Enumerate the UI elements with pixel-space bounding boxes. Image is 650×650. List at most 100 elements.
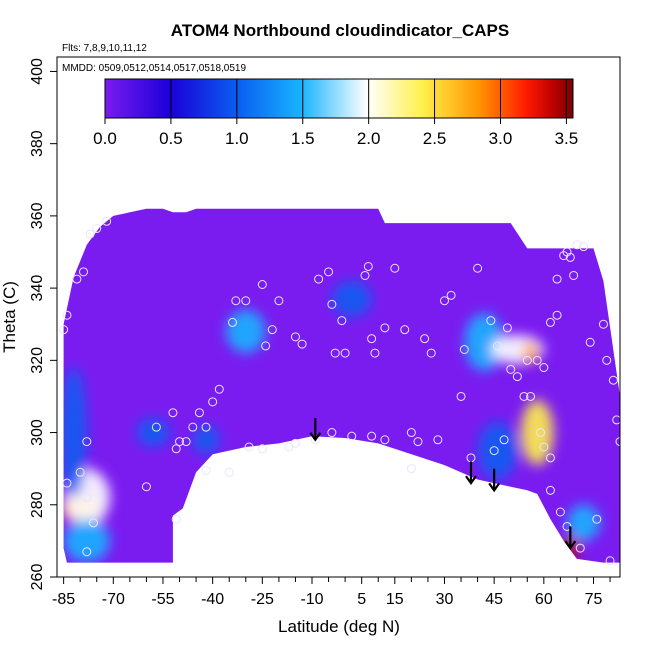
x-tick-label: -25 (251, 591, 274, 608)
obs-point (615, 437, 620, 447)
flight-marker-arrow (488, 468, 501, 493)
cloud-region (136, 418, 170, 447)
x-tick-label: -10 (300, 591, 323, 608)
dates-subtitle: MMDD: 0509,0512,0514,0517,0518,0519 (62, 63, 246, 74)
obs-point (486, 316, 496, 326)
x-tick-label: 45 (485, 591, 503, 608)
obs-point (171, 444, 181, 454)
obs-point (545, 453, 555, 463)
obs-point (585, 337, 595, 347)
obs-point (473, 263, 483, 273)
obs-point (598, 319, 608, 329)
obs-point (208, 397, 218, 407)
obs-point (231, 296, 241, 306)
obs-point (370, 348, 380, 358)
obs-point (555, 507, 565, 517)
flights-subtitle: Flts: 7,8,9,10,11,12 (62, 43, 147, 54)
obs-point (228, 317, 238, 327)
obs-point (171, 514, 181, 524)
colorbar-gradient (104, 78, 574, 119)
obs-point (545, 317, 555, 327)
obs-point (579, 242, 589, 252)
obs-point (433, 435, 443, 445)
obs-point (492, 341, 502, 351)
y-tick-label: 320 (29, 347, 46, 374)
obs-point (72, 274, 82, 284)
obs-point (565, 252, 575, 262)
colorbar: 0.0 0.5 1.0 1.5 2.0 2.5 3.0 3.5 (93, 78, 579, 148)
obs-point (151, 422, 161, 432)
y-tick-label: 360 (29, 202, 46, 229)
obs-point (92, 224, 102, 234)
obs-point (340, 348, 350, 358)
x-tick-label: 30 (436, 591, 454, 608)
obs-point (363, 261, 373, 271)
y-tick-label: 380 (29, 130, 46, 157)
colorbar-tick-label: 2.0 (357, 129, 381, 148)
y-axis-label: Theta (C) (0, 281, 19, 353)
obs-point (406, 428, 416, 438)
obs-point (380, 435, 390, 445)
obs-point (539, 363, 549, 373)
obs-point (290, 332, 300, 342)
obs-point (400, 325, 410, 335)
obs-point (552, 274, 562, 284)
obs-point (426, 348, 436, 358)
cloud-field-background (63, 208, 620, 563)
obs-point (327, 299, 337, 309)
obs-point (367, 334, 377, 344)
cloud-region (192, 425, 220, 455)
obs-point (506, 364, 516, 374)
obs-point (413, 437, 423, 447)
obs-point (224, 467, 234, 477)
obs-point (459, 345, 469, 354)
y-tick-label: 340 (29, 275, 46, 302)
flight-marker-arrow (564, 526, 577, 551)
y-tick-label: 260 (29, 564, 46, 591)
flight-marker-arrow (309, 418, 322, 442)
y-tick-label: 400 (29, 58, 46, 85)
cloud-region (225, 309, 266, 354)
obs-point (406, 464, 416, 474)
obs-point (502, 323, 512, 333)
colorbar-tick-label: 3.5 (555, 129, 579, 148)
obs-point (78, 267, 88, 277)
obs-point (257, 444, 267, 454)
obs-point (297, 339, 307, 349)
obs-point (261, 341, 271, 351)
obs-point (102, 216, 112, 226)
x-tick-label: 75 (585, 591, 603, 608)
obs-point (82, 493, 92, 503)
obs-point (612, 415, 620, 425)
cloud-region (63, 519, 110, 563)
flight-marker-arrow (465, 461, 477, 486)
obs-point (347, 431, 357, 441)
obs-point (62, 478, 72, 488)
obs-point (88, 518, 98, 528)
obs-point (605, 556, 615, 566)
cloud-region (464, 313, 505, 372)
cloud-region (520, 400, 554, 466)
y-tick-label: 280 (29, 491, 46, 518)
obs-point (244, 442, 254, 452)
x-tick-label: 15 (386, 591, 404, 608)
obs-point (562, 247, 572, 257)
colorbar-tick-label: 1.0 (225, 129, 249, 148)
obs-point (59, 325, 69, 335)
obs-point (489, 446, 499, 456)
obs-point (592, 514, 602, 524)
obs-point (420, 334, 430, 344)
obs-point (274, 296, 284, 306)
obs-point (380, 323, 390, 333)
obs-point (330, 348, 340, 358)
obs-point (536, 428, 546, 438)
obs-point (62, 310, 72, 320)
obs-point (82, 547, 92, 557)
obs-point (314, 274, 324, 284)
obs-point (201, 422, 211, 432)
obs-point (75, 467, 85, 477)
cloud-region (523, 342, 538, 364)
colorbar-tick-label: 0.5 (159, 129, 183, 148)
obs-point (327, 428, 337, 438)
